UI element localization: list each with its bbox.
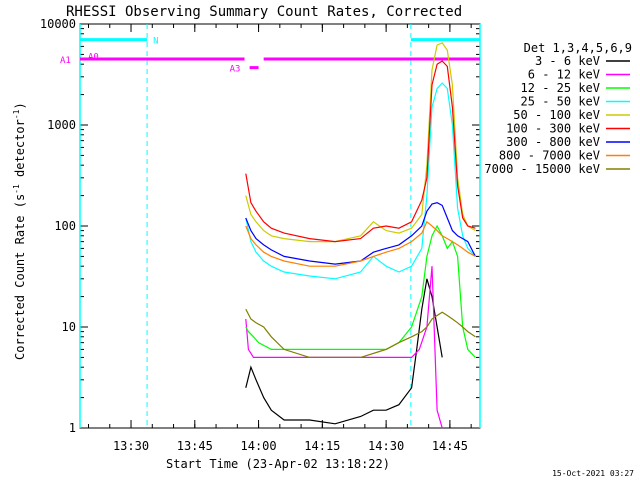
legend-label-7: 800 - 7000 keV <box>499 149 600 163</box>
series-line-2 <box>245 224 476 358</box>
series-line-0 <box>245 278 443 425</box>
plot-frame <box>79 23 481 429</box>
y-axis-label: Corrected Count Rate (s-1 detector-1) <box>12 102 27 360</box>
x-tick-label-2: 14:00 <box>241 439 277 453</box>
legend-label-5: 100 - 300 keV <box>506 122 600 136</box>
legend-label-1: 6 - 12 keV <box>528 68 600 82</box>
x-axis-label: Start Time (23-Apr-02 13:18:22) <box>166 457 390 471</box>
series-line-7 <box>245 220 476 267</box>
y-tick-label-3: 1000 <box>47 118 76 132</box>
attenuator-label-1: A1 <box>60 56 71 66</box>
y-label-mid: detector <box>13 119 27 184</box>
legend-label-2: 12 - 25 keV <box>521 81 600 95</box>
series-line-3 <box>245 82 476 280</box>
y-tick-label-1: 10 <box>62 320 76 334</box>
y-label-main: Corrected Count Rate (s <box>13 194 27 360</box>
y-label-sup1: -1 <box>12 184 21 194</box>
y-label-end: ) <box>13 102 27 109</box>
legend-label-8: 7000 - 15000 keV <box>484 162 600 176</box>
plot-area: NA0A1A3 <box>60 24 481 429</box>
chart-title: RHESSI Observing Summary Count Rates, Co… <box>66 4 462 20</box>
attenuator-label-2: A3 <box>230 65 241 75</box>
x-tick-label-1: 13:45 <box>177 439 213 453</box>
y-tick-label-4: 10000 <box>40 17 76 31</box>
legend-title: Det 1,3,4,5,6,9 <box>524 41 632 55</box>
legend-label-3: 25 - 50 keV <box>521 95 600 109</box>
series-line-8 <box>245 308 476 358</box>
night-label-0: N <box>153 37 158 47</box>
series-line-6 <box>245 202 476 265</box>
y-tick-label-2: 100 <box>54 219 76 233</box>
series-line-4 <box>245 42 476 243</box>
series-line-5 <box>245 60 476 243</box>
y-tick-label-0: 1 <box>69 421 76 435</box>
legend-label-6: 300 - 800 keV <box>506 135 600 149</box>
legend-label-4: 50 - 100 keV <box>513 108 600 122</box>
series-line-1 <box>245 266 443 429</box>
x-tick-label-4: 14:30 <box>368 439 404 453</box>
svg-text:Corrected Count Rate (s-1 dete: Corrected Count Rate (s-1 detector-1) <box>12 102 27 360</box>
x-tick-label-0: 13:30 <box>113 439 149 453</box>
y-label-sup2: -1 <box>12 109 21 119</box>
legend-label-0: 3 - 6 keV <box>535 54 600 68</box>
x-tick-label-3: 14:15 <box>304 439 340 453</box>
timestamp: 15-Oct-2021 03:27 <box>552 469 634 478</box>
x-tick-label-5: 14:45 <box>432 439 468 453</box>
